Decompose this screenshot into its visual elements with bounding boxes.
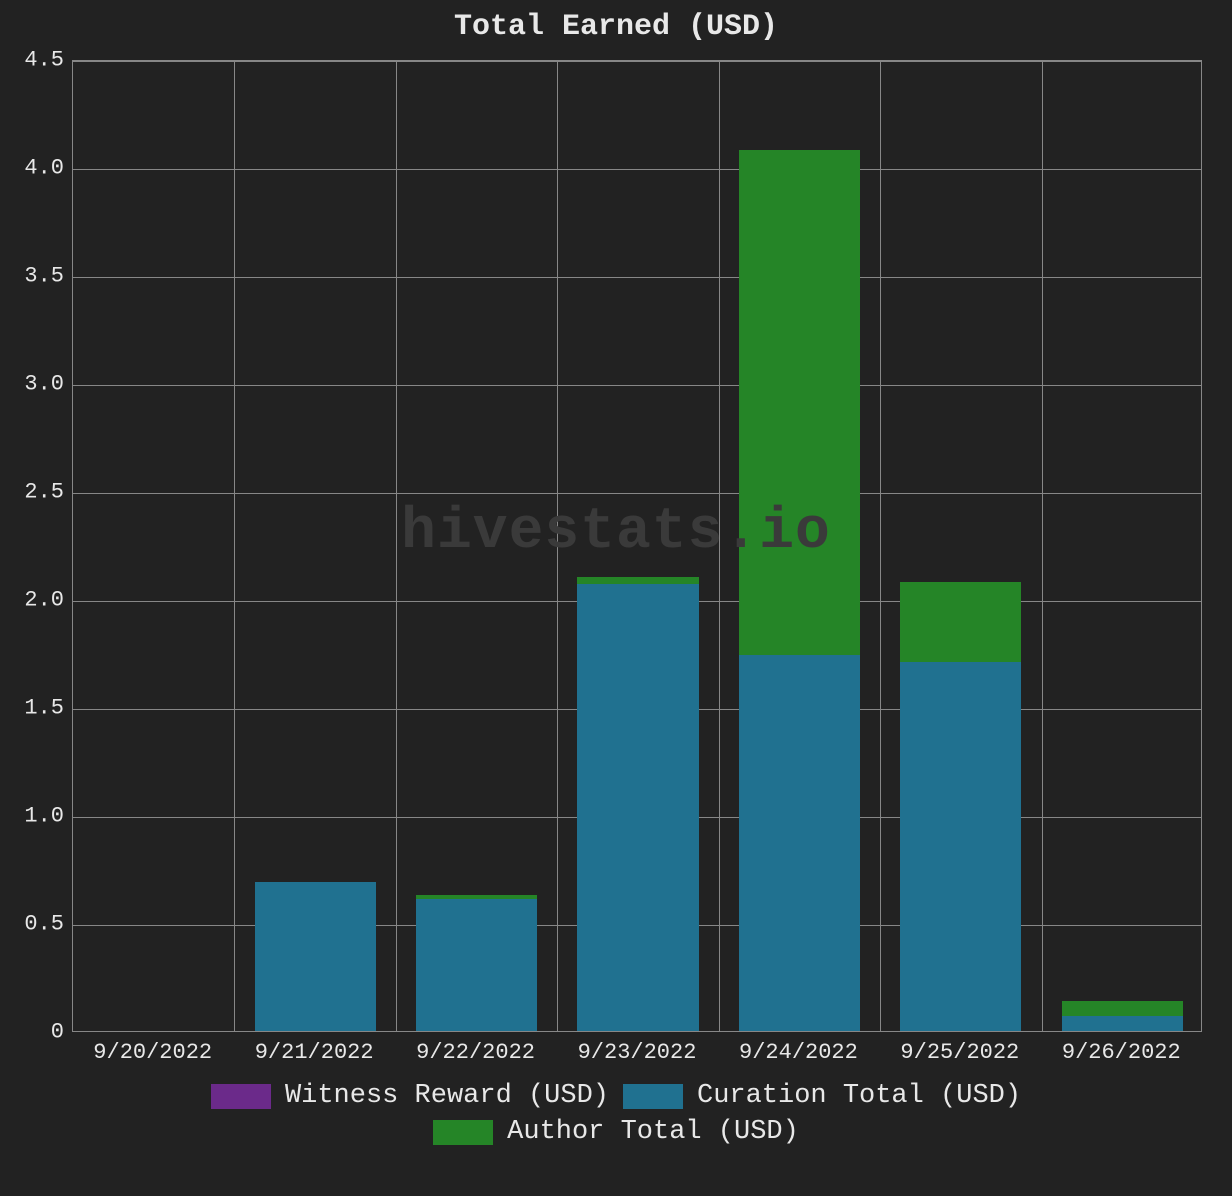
bar-segment: [416, 899, 537, 1031]
gridline-horizontal: [73, 61, 1201, 62]
y-tick-label: 4.0: [8, 156, 64, 181]
gridline-vertical: [880, 61, 881, 1031]
y-tick-label: 1.0: [8, 804, 64, 829]
bar-segment: [577, 584, 698, 1031]
bar-segment: [739, 655, 860, 1031]
legend-label: Witness Reward (USD): [285, 1081, 609, 1111]
bar-segment: [900, 662, 1021, 1031]
x-tick-label: 9/24/2022: [739, 1040, 858, 1065]
gridline-vertical: [396, 61, 397, 1031]
gridline-horizontal: [73, 277, 1201, 278]
legend-swatch: [433, 1120, 493, 1145]
y-tick-label: 3.5: [8, 264, 64, 289]
x-tick-label: 9/20/2022: [93, 1040, 212, 1065]
y-tick-label: 2.5: [8, 480, 64, 505]
y-tick-label: 3.0: [8, 372, 64, 397]
bar-segment: [1062, 1001, 1183, 1016]
gridline-vertical: [1042, 61, 1043, 1031]
legend-label: Curation Total (USD): [697, 1081, 1021, 1111]
gridline-horizontal: [73, 169, 1201, 170]
legend-row: Witness Reward (USD) Curation Total (USD): [0, 1081, 1232, 1111]
bar-segment: [416, 895, 537, 899]
gridline-vertical: [557, 61, 558, 1031]
gridline-vertical: [234, 61, 235, 1031]
legend: Witness Reward (USD) Curation Total (USD)…: [0, 1075, 1232, 1147]
bar-segment: [577, 577, 698, 583]
gridline-horizontal: [73, 385, 1201, 386]
chart-title: Total Earned (USD): [0, 10, 1232, 44]
x-tick-label: 9/21/2022: [255, 1040, 374, 1065]
x-tick-label: 9/25/2022: [900, 1040, 1019, 1065]
x-tick-label: 9/22/2022: [416, 1040, 535, 1065]
plot-area: [72, 60, 1202, 1032]
gridline-vertical: [719, 61, 720, 1031]
legend-row: Author Total (USD): [0, 1117, 1232, 1147]
y-tick-label: 1.5: [8, 696, 64, 721]
y-tick-label: 4.5: [8, 48, 64, 73]
legend-swatch: [211, 1084, 271, 1109]
gridline-horizontal: [73, 493, 1201, 494]
y-tick-label: 0.5: [8, 912, 64, 937]
y-tick-label: 2.0: [8, 588, 64, 613]
x-tick-label: 9/23/2022: [578, 1040, 697, 1065]
bar-segment: [1062, 1016, 1183, 1031]
x-tick-label: 9/26/2022: [1062, 1040, 1181, 1065]
y-tick-label: 0: [8, 1020, 64, 1045]
bar-segment: [255, 882, 376, 1031]
bar-segment: [900, 582, 1021, 662]
legend-swatch: [623, 1084, 683, 1109]
chart-container: Total Earned (USD) hivestats.io 00.51.01…: [0, 0, 1232, 1196]
legend-label: Author Total (USD): [507, 1117, 799, 1147]
bar-segment: [739, 150, 860, 655]
